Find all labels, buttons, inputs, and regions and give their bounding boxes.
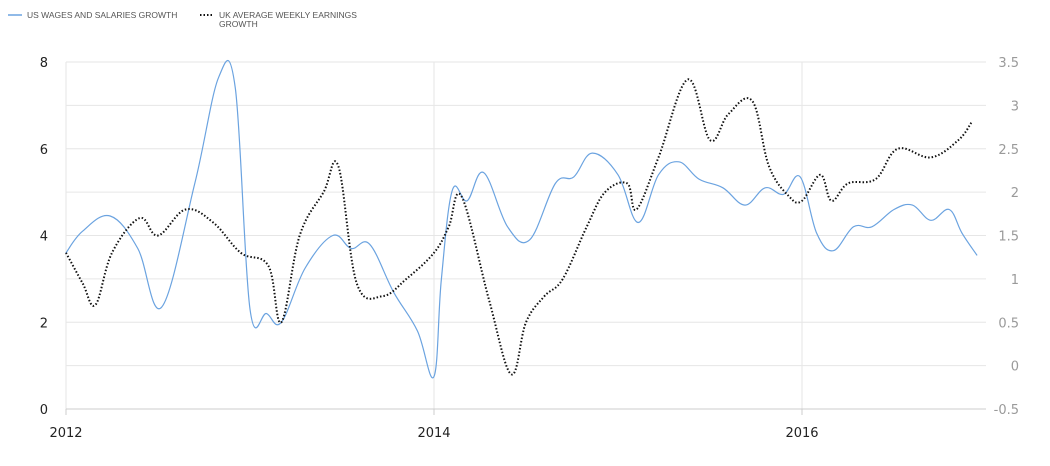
right-tick-label: 0.5 <box>998 316 1019 331</box>
right-tick-label: -0.5 <box>994 403 1019 418</box>
legend: US WAGES AND SALARIES GROWTH UK AVERAGE W… <box>8 10 357 29</box>
x-axis: 2012 2014 2016 <box>49 409 819 441</box>
gridlines <box>65 61 986 410</box>
left-tick-label: 4 <box>40 230 48 245</box>
left-tick-label: 0 <box>40 403 48 418</box>
right-tick-label: 3 <box>1011 99 1019 114</box>
x-tick-label: 2012 <box>49 426 82 441</box>
legend-label: UK AVERAGE WEEKLY EARNINGS <box>219 10 357 20</box>
x-tick-label: 2016 <box>785 426 818 441</box>
right-tick-label: 2 <box>1011 186 1019 201</box>
uk-earnings-series-line <box>65 78 973 376</box>
right-axis: -0.5 0 0.5 1 1.5 2 2.5 3 3.5 <box>994 56 1019 418</box>
right-tick-label: 1 <box>1011 273 1019 288</box>
right-tick-label: 1.5 <box>998 230 1019 245</box>
legend-label: US WAGES AND SALARIES GROWTH <box>27 10 177 20</box>
legend-label: GROWTH <box>219 19 258 29</box>
left-tick-label: 2 <box>40 316 48 331</box>
left-axis: 0 2 4 6 8 <box>40 56 48 418</box>
right-tick-label: 0 <box>1011 360 1019 375</box>
left-tick-label: 8 <box>40 56 48 71</box>
series-layer <box>65 60 978 379</box>
right-tick-label: 3.5 <box>998 56 1019 71</box>
right-tick-label: 2.5 <box>998 143 1019 158</box>
left-tick-label: 6 <box>40 143 48 158</box>
x-tick-label: 2014 <box>417 426 450 441</box>
us-wages-series-line <box>65 60 978 379</box>
